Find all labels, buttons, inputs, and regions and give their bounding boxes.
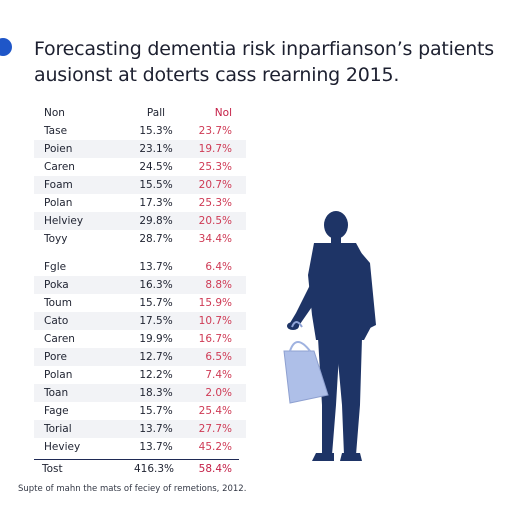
table-row: Caren 19.9% 16.7% [34, 330, 246, 348]
footnote: Supte of mahn the mats of feciey of reme… [18, 484, 247, 494]
table-cell: 15.9% [198, 297, 232, 309]
table-cell: 6.4% [205, 261, 232, 273]
table-cell: 20.7% [198, 179, 232, 191]
table-cell: 17.5% [139, 315, 173, 327]
table-cell: Pore [44, 351, 67, 363]
table-cell: 17.3% [139, 197, 173, 209]
table-cell: Toyy [44, 233, 68, 245]
header-col-1: Non [44, 107, 65, 119]
table-cell: 27.7% [198, 423, 232, 435]
table-group-1: Tase 15.3% 23.7% Poien 23.1% 19.7% Caren 24.5% 2… [34, 122, 246, 248]
header-col-2: Pall [146, 107, 166, 119]
table-cell: 23.1% [139, 143, 173, 155]
table-cell: Fgle [44, 261, 67, 273]
table-cell: 23.7% [198, 125, 232, 137]
total-col-2: 416.3% [133, 463, 175, 475]
table-row: Caren 24.5% 25.3% [34, 158, 246, 176]
table-cell: 45.2% [198, 441, 232, 453]
table-cell: 12.2% [139, 369, 173, 381]
table-cell: 25.3% [198, 197, 232, 209]
table-row: Heviey 13.7% 45.2% [34, 438, 246, 456]
table-group-2: Fgle 13.7% 6.4% Poka 16.3% 8.8% Toum 15.7% 15.9%… [34, 258, 246, 456]
table-cell: Torial [44, 423, 72, 435]
table-cell: Cato [44, 315, 69, 327]
table-total-row: Tost 416.3% 58.4% [34, 460, 246, 478]
table-cell: 34.4% [198, 233, 232, 245]
table-row: Toan 18.3% 2.0% [34, 384, 246, 402]
table-row: Cato 17.5% 10.7% [34, 312, 246, 330]
table-row: Fgle 13.7% 6.4% [34, 258, 246, 276]
table-cell: 29.8% [139, 215, 173, 227]
table-cell: 15.3% [139, 125, 173, 137]
table-cell: 16.7% [198, 333, 232, 345]
table-cell: 8.8% [205, 279, 232, 291]
table-cell: 15.5% [139, 179, 173, 191]
table-cell: 25.4% [198, 405, 232, 417]
table-cell: Tase [44, 125, 68, 137]
table-row: Fage 15.7% 25.4% [34, 402, 246, 420]
table-cell: Polan [44, 197, 73, 209]
shopping-bag [283, 321, 329, 404]
table-row: Polan 12.2% 7.4% [34, 366, 246, 384]
table-cell: 18.3% [139, 387, 173, 399]
table-cell: Toan [44, 387, 69, 399]
table-cell: Poka [44, 279, 69, 291]
table-row: Pore 12.7% 6.5% [34, 348, 246, 366]
table-cell: 15.7% [139, 405, 173, 417]
table-row: Helviey 29.8% 20.5% [34, 212, 246, 230]
table-cell: 16.3% [139, 279, 173, 291]
table-cell: 6.5% [205, 351, 232, 363]
page-title: Forecasting dementia risk inparfianson’s… [34, 36, 504, 88]
data-table: Non Pall Nol Tase 15.3% 23.7% Poien 23.1% 19.… [34, 104, 246, 478]
table-cell: Toum [44, 297, 72, 309]
table-cell: Polan [44, 369, 73, 381]
person-with-bag-illustration [283, 211, 376, 461]
table-cell: Caren [44, 161, 75, 173]
table-cell: 28.7% [139, 233, 173, 245]
table-cell: 19.9% [139, 333, 173, 345]
title-bullet [0, 38, 12, 56]
table-cell: Caren [44, 333, 75, 345]
table-header: Non Pall Nol [34, 104, 246, 122]
table-cell: 24.5% [139, 161, 173, 173]
person-silhouette [287, 211, 376, 461]
total-col-3: 58.4% [198, 463, 232, 475]
table-cell: 2.0% [205, 387, 232, 399]
table-cell: 19.7% [198, 143, 232, 155]
table-row: Toum 15.7% 15.9% [34, 294, 246, 312]
table-row: Poka 16.3% 8.8% [34, 276, 246, 294]
table-cell: 20.5% [198, 215, 232, 227]
table-cell: Heviey [44, 441, 81, 453]
total-divider [34, 459, 239, 460]
table-row: Tase 15.3% 23.7% [34, 122, 246, 140]
total-label: Tost [42, 463, 63, 475]
header-col-3: Nol [214, 107, 232, 119]
table-cell: 13.7% [139, 423, 173, 435]
table-cell: 13.7% [139, 261, 173, 273]
table-row: Foam 15.5% 20.7% [34, 176, 246, 194]
table-row: Polan 17.3% 25.3% [34, 194, 246, 212]
table-cell: Fage [44, 405, 69, 417]
table-cell: Poien [44, 143, 73, 155]
table-cell: 13.7% [139, 441, 173, 453]
title-line-1: Forecasting dementia risk inparfianson’s… [34, 38, 494, 60]
table-cell: 15.7% [139, 297, 173, 309]
table-cell: Helviey [44, 215, 84, 227]
table-cell: Foam [44, 179, 73, 191]
table-row: Toyy 28.7% 34.4% [34, 230, 246, 248]
table-cell: 10.7% [198, 315, 232, 327]
table-cell: 25.3% [198, 161, 232, 173]
title-line-2: ausionst at doterts cass rearning 2015. [34, 64, 400, 86]
table-cell: 12.7% [139, 351, 173, 363]
table-row: Torial 13.7% 27.7% [34, 420, 246, 438]
table-row: Poien 23.1% 19.7% [34, 140, 246, 158]
table-cell: 7.4% [205, 369, 232, 381]
